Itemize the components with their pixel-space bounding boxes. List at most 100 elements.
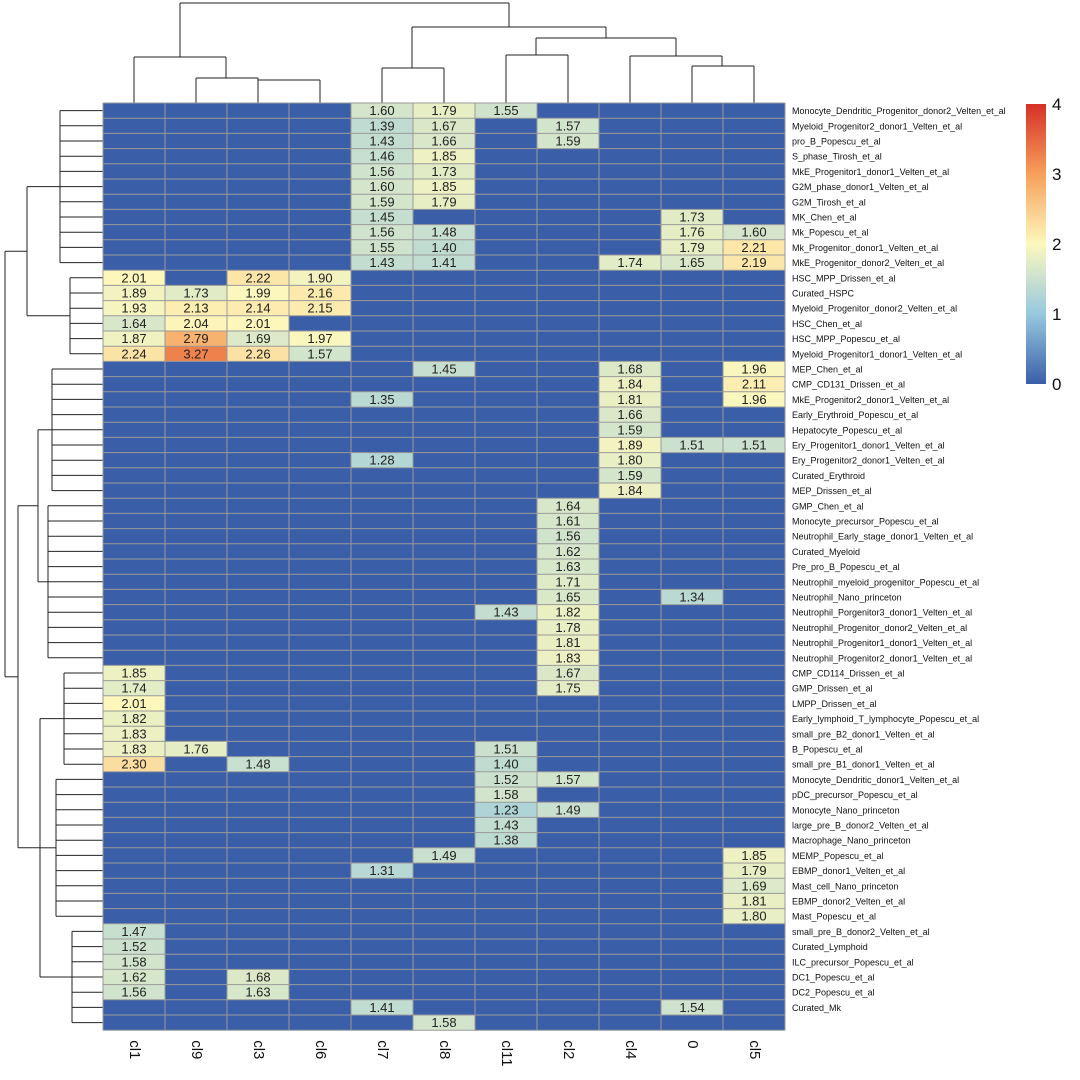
- heatmap-cell-value: 1.96: [741, 392, 766, 407]
- heatmap-cell-value: 1.87: [121, 331, 146, 346]
- column-label: cl4: [622, 1040, 639, 1059]
- heatmap-cell-value: 2.26: [245, 346, 270, 361]
- row-label: MEP_Chen_et_al: [792, 365, 863, 375]
- heatmap-cell: [413, 239, 475, 255]
- heatmap-cell: [723, 908, 785, 924]
- heatmap-cell-value: 1.59: [555, 134, 580, 149]
- heatmap-cell-value: 1.61: [555, 514, 580, 529]
- heatmap-cell-value: 1.84: [617, 483, 642, 498]
- heatmap-cell: [723, 863, 785, 879]
- heatmap-cell: [413, 224, 475, 240]
- heatmap-cell: [351, 391, 413, 407]
- row-label: MkE_Progenitor2_donor1_Velten_et_al: [792, 395, 949, 405]
- heatmap-cell: [227, 270, 289, 286]
- heatmap-cell: [289, 285, 351, 301]
- color-scale-tick: 0: [1052, 375, 1061, 394]
- heatmap-cell: [103, 270, 165, 286]
- heatmap-cell: [599, 376, 661, 392]
- heatmap-cell-value: 1.69: [245, 331, 270, 346]
- heatmap-cell-value: 2.04: [183, 316, 208, 331]
- heatmap-cell-value: 1.45: [431, 362, 456, 377]
- heatmap-cell-value: 2.15: [307, 301, 332, 316]
- row-label: small_pre_B2_donor1_Velten_et_al: [792, 729, 935, 739]
- heatmap-cell: [351, 163, 413, 179]
- heatmap-cell: [351, 133, 413, 149]
- heatmap-cell: [475, 604, 537, 620]
- heatmap-cell: [475, 802, 537, 818]
- heatmap-cell-value: 1.79: [431, 103, 456, 118]
- heatmap-cell-value: 1.51: [493, 742, 518, 757]
- heatmap-cell: [103, 726, 165, 742]
- heatmap-cell-value: 1.81: [555, 635, 580, 650]
- heatmap-cell: [103, 969, 165, 985]
- heatmap-cell: [103, 315, 165, 331]
- heatmap-cell: [537, 559, 599, 575]
- row-label: GMP_Drissen_et_al: [792, 684, 873, 694]
- heatmap-cell-value: 1.93: [121, 301, 146, 316]
- heatmap-cell: [537, 680, 599, 696]
- heatmap-cell-value: 1.56: [121, 985, 146, 1000]
- row-label: Neutrophil_Progenitor1_donor1_Velten_et_…: [792, 638, 972, 648]
- heatmap-cell: [413, 103, 475, 119]
- heatmap-cell: [537, 635, 599, 651]
- heatmap-cell: [227, 285, 289, 301]
- heatmap-cell: [103, 695, 165, 711]
- heatmap-cell-value: 1.49: [555, 802, 580, 817]
- heatmap-cell-value: 1.62: [121, 970, 146, 985]
- row-label: Early_Erythroid_Popescu_et_al: [792, 410, 918, 420]
- heatmap-cell-value: 1.52: [121, 939, 146, 954]
- heatmap-cell-value: 2.01: [121, 696, 146, 711]
- row-label: HSC_Chen_et_al: [792, 319, 862, 329]
- row-label: Neutrophil_Progenitor_donor2_Velten_et_a…: [792, 623, 967, 633]
- heatmap-cell-value: 1.51: [741, 438, 766, 453]
- row-label: MEP_Drissen_et_al: [792, 486, 872, 496]
- heatmap-cell: [413, 179, 475, 195]
- row-label: Macrophage_Nano_princeton: [792, 836, 911, 846]
- column-label: cl3: [250, 1040, 267, 1059]
- heatmap-cell-value: 1.85: [431, 179, 456, 194]
- row-label: Monocyte_Dendritic_Progenitor_donor2_Vel…: [792, 106, 1006, 116]
- heatmap-cell: [413, 1015, 475, 1031]
- row-label: Ery_Progenitor2_donor1_Velten_et_al: [792, 456, 945, 466]
- heatmap-cell-value: 1.79: [741, 863, 766, 878]
- heatmap-cell-value: 1.83: [121, 742, 146, 757]
- row-label: Ery_Progenitor1_donor1_Velten_et_al: [792, 441, 945, 451]
- heatmap-cell-value: 1.63: [245, 985, 270, 1000]
- heatmap-cell-value: 1.59: [617, 422, 642, 437]
- heatmap-cell-value: 1.64: [555, 498, 580, 513]
- heatmap-cell: [475, 741, 537, 757]
- column-label: cl8: [436, 1040, 453, 1059]
- heatmap-cell-value: 1.57: [555, 118, 580, 133]
- heatmap-cell-value: 1.55: [369, 240, 394, 255]
- heatmap-cell-value: 1.97: [307, 331, 332, 346]
- heatmap-cell-value: 1.69: [741, 878, 766, 893]
- row-label: MkE_Progenitor_donor2_Velten_et_al: [792, 258, 944, 268]
- row-label: EBMP_donor2_Velten_et_al: [792, 897, 905, 907]
- heatmap-cell: [351, 148, 413, 164]
- heatmap-cell: [103, 680, 165, 696]
- heatmap-cell-value: 1.80: [741, 909, 766, 924]
- heatmap-cell-value: 2.30: [121, 757, 146, 772]
- heatmap-cell: [661, 209, 723, 225]
- color-scale-tick: 2: [1052, 235, 1061, 254]
- heatmap-cell: [165, 300, 227, 316]
- heatmap-cell: [165, 741, 227, 757]
- row-label: Myeloid_Progenitor_donor2_Velten_et_al: [792, 304, 957, 314]
- heatmap-cell-value: 1.64: [121, 316, 146, 331]
- row-label: Neutrophil_Nano_princeton: [792, 593, 902, 603]
- heatmap-cell: [413, 133, 475, 149]
- heatmap-cell-value: 1.82: [555, 605, 580, 620]
- heatmap-cell: [413, 847, 475, 863]
- heatmap-cell-value: 2.01: [121, 270, 146, 285]
- heatmap-cell: [413, 361, 475, 377]
- row-label: HSC_MPP_Drissen_et_al: [792, 273, 896, 283]
- heatmap-cell: [661, 589, 723, 605]
- heatmap-cell: [227, 315, 289, 331]
- row-label: CMP_CD131_Drissen_et_al: [792, 380, 905, 390]
- row-label: Monocyte_Dendritic_donor1_Velten_et_al: [792, 775, 959, 785]
- row-label: large_pre_B_donor2_Velten_et_al: [792, 821, 929, 831]
- heatmap-cell: [537, 513, 599, 529]
- heatmap-cell: [475, 756, 537, 772]
- heatmap-cell-value: 1.40: [431, 240, 456, 255]
